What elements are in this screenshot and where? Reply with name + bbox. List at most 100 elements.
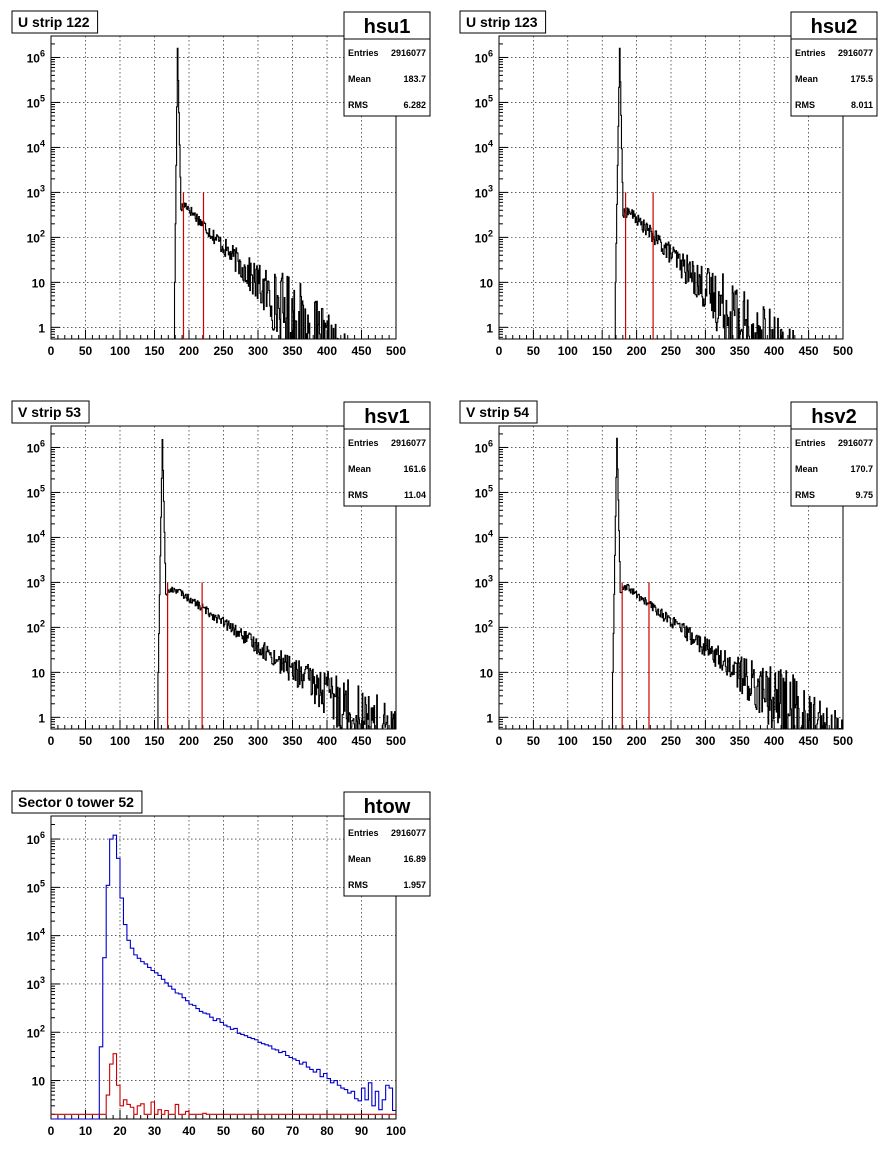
y-tick-label: 104 [27, 138, 45, 155]
stats-box: hsv1 Entries 2916077 Mean 161.6 RMS 11.04 [343, 401, 431, 507]
x-tick-label: 450 [799, 344, 819, 358]
y-tick-label: 106 [27, 48, 45, 65]
y-tick-label: 102 [475, 618, 493, 635]
x-tick-label: 60 [251, 1124, 265, 1138]
x-tick-label: 0 [48, 344, 55, 358]
title-box [459, 400, 538, 424]
x-tick-label: 150 [592, 734, 612, 748]
x-tick-label: 90 [355, 1124, 369, 1138]
stats-value: 170.7 [850, 464, 873, 474]
x-tick-label: 400 [764, 344, 784, 358]
panel-1: 0 50 100 150 200 250 300 350 400 450 500 1 10 102 103 1… [11, 10, 431, 358]
y-tick-label: 10 [32, 1075, 46, 1089]
x-tick-label: 500 [833, 734, 853, 748]
x-tick-label: 300 [248, 344, 268, 358]
stats-value: 2916077 [391, 48, 426, 58]
x-tick-label: 30 [148, 1124, 162, 1138]
stats-label: Entries [348, 48, 379, 58]
stats-label: RMS [348, 880, 368, 890]
x-tick-label: 450 [351, 734, 371, 748]
title-text: V strip 54 [466, 404, 529, 420]
stats-label: Mean [348, 854, 371, 864]
y-axis [499, 425, 508, 728]
stats-label: Mean [795, 74, 818, 84]
y-tick-label: 104 [27, 528, 45, 545]
x-tick-label: 150 [592, 344, 612, 358]
stats-frame [343, 11, 431, 117]
y-tick-label: 103 [27, 975, 45, 992]
y-tick-label: 10 [480, 276, 494, 290]
stats-name: hsv2 [811, 406, 857, 428]
stats-label: Entries [348, 438, 379, 448]
y-tick-label: 1 [38, 711, 45, 725]
stats-label: Entries [795, 48, 826, 58]
x-axis [50, 720, 397, 729]
stats-label: Entries [795, 438, 826, 448]
panel-2: 0 50 100 150 200 250 300 350 400 450 500 1 10 102 103 1… [459, 10, 878, 358]
x-tick-label: 250 [661, 344, 681, 358]
y-tick-label: 104 [475, 138, 493, 155]
stats-box: hsu2 Entries 2916077 Mean 175.5 RMS 8.011 [790, 11, 878, 117]
stats-name: hsu1 [364, 16, 411, 38]
y-tick-label: 105 [27, 878, 45, 895]
y-tick-label: 104 [27, 927, 45, 944]
x-tick-label: 200 [179, 734, 199, 748]
title-box [11, 400, 90, 424]
grid [499, 36, 843, 339]
grid [499, 426, 843, 729]
y-tick-label: 103 [475, 573, 493, 590]
x-tick-label: 200 [179, 344, 199, 358]
title-text: U strip 123 [466, 14, 538, 30]
y-tick-label: 102 [475, 228, 493, 245]
panel-4: 0 50 100 150 200 250 300 350 400 450 500 1 10 102 103 1… [459, 400, 878, 748]
y-tick-label: 102 [27, 228, 45, 245]
x-tick-label: 100 [386, 1124, 406, 1138]
panel-5: 0 10 20 30 40 50 60 70 80 90 100 10 102 103 104 105 106 S… [11, 790, 431, 1138]
x-tick-label: 300 [695, 344, 715, 358]
chart-title: V strip 53 [11, 400, 90, 424]
x-tick-label: 50 [527, 734, 541, 748]
stats-frame [343, 791, 431, 897]
x-axis [50, 1110, 397, 1119]
stats-value: 2916077 [838, 48, 873, 58]
y-tick-label: 106 [27, 438, 45, 455]
x-tick-label: 150 [144, 344, 164, 358]
y-tick-label: 1 [486, 321, 493, 335]
y-tick-label: 106 [475, 48, 493, 65]
x-tick-label: 500 [386, 734, 406, 748]
x-tick-label: 50 [79, 734, 93, 748]
y-tick-label: 104 [475, 528, 493, 545]
y-tick-label: 1 [38, 321, 45, 335]
x-tick-label: 400 [317, 734, 337, 748]
x-tick-label: 250 [213, 734, 233, 748]
y-tick-label: 102 [27, 618, 45, 635]
y-tick-label: 103 [475, 183, 493, 200]
stats-value: 8.011 [851, 100, 873, 110]
stats-value: 6.282 [403, 100, 426, 110]
chart-title: U strip 122 [11, 10, 99, 34]
y-tick-label: 10 [32, 276, 46, 290]
title-box [459, 10, 547, 34]
y-tick-label: 105 [475, 93, 493, 110]
x-tick-label: 450 [351, 344, 371, 358]
x-tick-label: 0 [496, 734, 503, 748]
stats-label: RMS [348, 100, 368, 110]
x-tick-label: 100 [558, 344, 578, 358]
x-tick-label: 250 [213, 344, 233, 358]
y-axis [51, 425, 60, 728]
y-tick-label: 103 [27, 183, 45, 200]
stats-label: RMS [795, 490, 815, 500]
y-tick-label: 105 [27, 483, 45, 500]
stats-label: Mean [348, 74, 371, 84]
stats-value: 16.89 [403, 854, 426, 864]
x-tick-label: 100 [558, 734, 578, 748]
stats-value: 175.5 [850, 74, 873, 84]
x-tick-label: 200 [627, 344, 647, 358]
stats-name: htow [364, 796, 411, 818]
stats-box: hsu1 Entries 2916077 Mean 183.7 RMS 6.282 [343, 11, 431, 117]
x-tick-label: 300 [248, 734, 268, 748]
x-tick-label: 200 [627, 734, 647, 748]
panel-3: 0 50 100 150 200 250 300 350 400 450 500 1 10 102 103 1… [11, 400, 431, 748]
x-tick-label: 70 [286, 1124, 300, 1138]
